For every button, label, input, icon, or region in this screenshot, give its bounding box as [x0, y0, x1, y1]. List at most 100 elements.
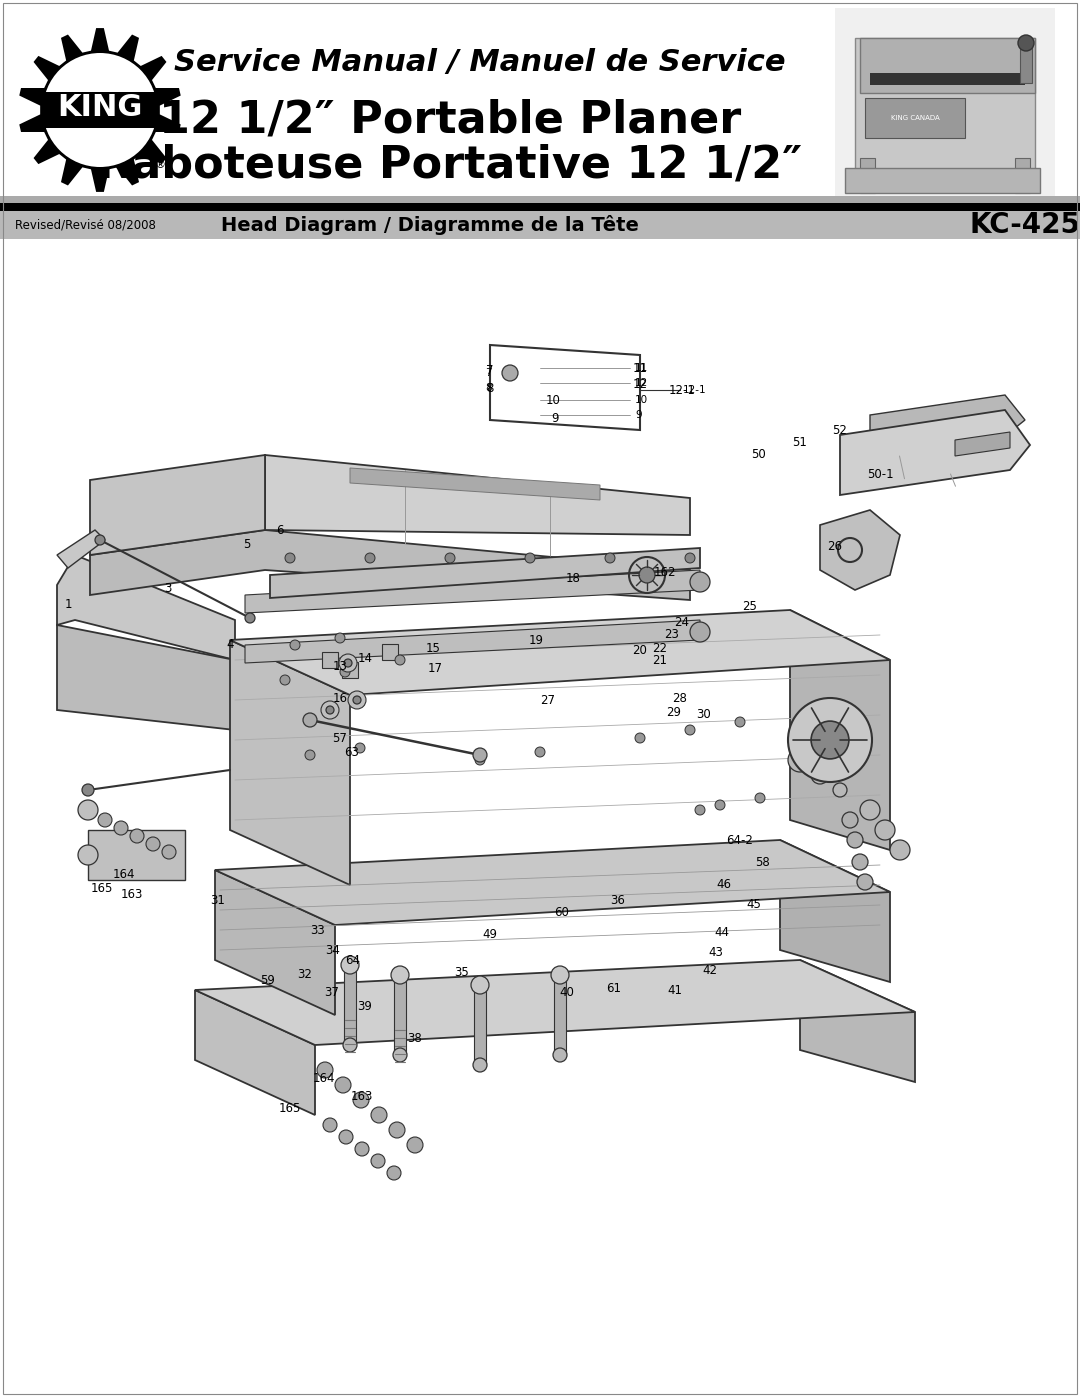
Circle shape: [348, 692, 366, 710]
Text: 6: 6: [276, 524, 284, 536]
Circle shape: [389, 1122, 405, 1139]
Text: 35: 35: [455, 965, 470, 978]
Text: 11: 11: [635, 363, 648, 373]
Circle shape: [353, 696, 361, 704]
Text: 50: 50: [751, 448, 766, 461]
Polygon shape: [394, 975, 406, 1055]
Text: 64-2: 64-2: [727, 834, 754, 847]
Text: Revised/Revisé 08/2008: Revised/Revisé 08/2008: [15, 218, 156, 232]
Circle shape: [696, 805, 705, 814]
Text: 164: 164: [112, 869, 135, 882]
Polygon shape: [230, 640, 350, 886]
Circle shape: [875, 820, 895, 840]
Circle shape: [847, 833, 863, 848]
Circle shape: [340, 666, 350, 678]
Text: 36: 36: [610, 894, 625, 907]
Polygon shape: [195, 990, 315, 1115]
Text: 59: 59: [260, 974, 275, 986]
Circle shape: [391, 965, 409, 983]
Polygon shape: [57, 624, 235, 731]
Circle shape: [245, 613, 255, 623]
Text: 4: 4: [226, 638, 233, 651]
Text: 10: 10: [545, 394, 561, 407]
Text: 3: 3: [164, 581, 172, 595]
Polygon shape: [474, 985, 486, 1065]
Circle shape: [635, 733, 645, 743]
Text: 16: 16: [333, 692, 348, 704]
Circle shape: [285, 553, 295, 563]
Circle shape: [372, 1154, 384, 1168]
Text: CANADA: CANADA: [70, 140, 130, 152]
Polygon shape: [245, 620, 700, 664]
Bar: [845, 168, 1040, 193]
Polygon shape: [800, 960, 915, 1083]
Text: 37: 37: [325, 985, 339, 999]
Circle shape: [735, 717, 745, 726]
Text: 5: 5: [243, 538, 251, 552]
Circle shape: [98, 813, 112, 827]
Circle shape: [114, 821, 129, 835]
Text: Service Manual / Manuel de Service: Service Manual / Manuel de Service: [174, 47, 786, 77]
Circle shape: [395, 655, 405, 665]
Circle shape: [355, 1141, 369, 1155]
Text: 165: 165: [91, 882, 113, 894]
Circle shape: [130, 828, 144, 842]
Circle shape: [605, 553, 615, 563]
Text: 42: 42: [702, 964, 717, 977]
Text: 9: 9: [635, 409, 642, 420]
Circle shape: [78, 800, 98, 820]
Circle shape: [303, 712, 318, 726]
Bar: [0, 196, 1080, 203]
Bar: [860, 38, 1035, 94]
Text: 57: 57: [333, 732, 348, 745]
Text: 40: 40: [559, 985, 575, 999]
Text: 32: 32: [298, 968, 312, 982]
Text: 12-1: 12-1: [669, 384, 696, 397]
Circle shape: [323, 1118, 337, 1132]
Text: KING CANADA: KING CANADA: [891, 115, 940, 122]
Polygon shape: [342, 662, 357, 678]
Circle shape: [365, 553, 375, 563]
Circle shape: [475, 754, 485, 766]
Circle shape: [811, 721, 849, 759]
Bar: [860, 158, 875, 193]
Circle shape: [525, 553, 535, 563]
Circle shape: [551, 965, 569, 983]
Circle shape: [535, 747, 545, 757]
Circle shape: [788, 747, 812, 773]
Bar: [835, 8, 1055, 203]
Text: 26: 26: [827, 539, 842, 552]
Circle shape: [715, 800, 725, 810]
Text: 58: 58: [755, 855, 769, 869]
Circle shape: [387, 1166, 401, 1180]
Bar: [0, 211, 1080, 239]
Polygon shape: [215, 840, 890, 925]
Text: 17: 17: [428, 662, 443, 675]
Text: 22: 22: [652, 641, 667, 655]
Polygon shape: [322, 652, 338, 668]
Text: 45: 45: [746, 898, 761, 911]
Text: 18: 18: [566, 571, 580, 584]
Text: 41: 41: [667, 983, 683, 996]
Circle shape: [407, 1137, 423, 1153]
Circle shape: [343, 1038, 357, 1052]
Text: 27: 27: [540, 693, 555, 707]
Circle shape: [305, 750, 315, 760]
Text: 10: 10: [635, 395, 648, 405]
Bar: [0, 203, 1080, 211]
Polygon shape: [840, 409, 1030, 495]
Text: 30: 30: [697, 708, 712, 721]
Text: 60: 60: [554, 905, 569, 918]
Polygon shape: [19, 28, 180, 191]
Bar: [865, 98, 966, 138]
Circle shape: [162, 845, 176, 859]
Polygon shape: [57, 529, 105, 569]
Polygon shape: [270, 548, 700, 598]
Circle shape: [690, 571, 710, 592]
Circle shape: [326, 705, 334, 714]
Circle shape: [146, 837, 160, 851]
Circle shape: [335, 1077, 351, 1092]
Circle shape: [473, 747, 487, 761]
Text: 1: 1: [64, 598, 71, 612]
Circle shape: [318, 1062, 333, 1078]
